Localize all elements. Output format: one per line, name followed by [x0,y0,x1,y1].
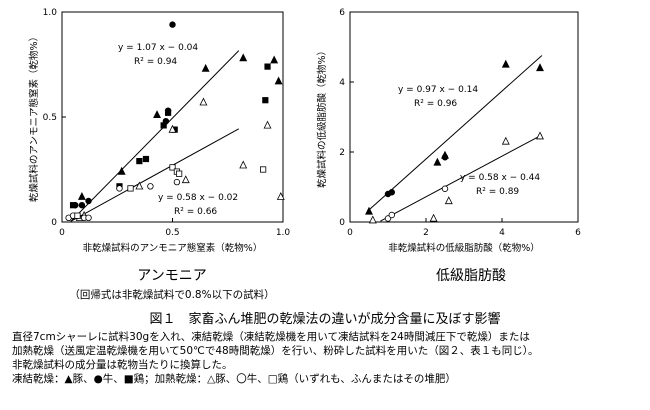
data-point-triangle [429,213,438,222]
regression-equation: y = 0.58 x − 0.02 [158,193,238,203]
data-point-circle [169,21,176,28]
data-point-circle [85,214,92,221]
data-point-circle [388,189,395,196]
data-point-triangle [501,136,510,145]
y-tick-label: 0.5 [43,113,57,123]
figure-notes: 直径7cmシャーレに試料30gを入れ、凍結乾燥（凍結乾燥機を用いて凍結試料を24… [12,330,642,386]
regression-line [70,50,240,222]
data-point-triangle [135,181,144,190]
data-point-triangle [239,53,248,62]
x-tick-label: 0 [59,228,65,238]
regression-equation: y = 1.07 x − 0.04 [118,43,198,53]
data-point-circle [78,201,86,209]
data-point-circle [85,197,92,205]
data-point-square [169,164,176,171]
note-line: 加熱乾燥（送風定温乾燥機を用いて50℃で48時間乾燥）を行い、粉砕した試料を用い… [12,345,539,357]
data-point-square [176,170,183,177]
data-point-triangle [77,192,86,200]
y-tick-label: 2 [339,148,345,158]
data-point-triangle [501,59,510,68]
r-squared-label: R² = 0.66 [174,207,217,217]
fatty-acid-caption: 低級脂肪酸 [436,268,506,284]
data-point-square [74,212,81,219]
x-tick-label: 0.5 [165,228,179,238]
data-point-circle [388,211,395,219]
data-point-circle [116,185,123,192]
note-line: 非乾燥試料の成分量は乾物当たりに換算した。 [12,359,233,371]
figure-title: 図１ 家畜ふん堆肥の乾燥法の違いが成分含量に及ぼす影響 [149,311,500,327]
data-point-triangle [239,160,248,169]
data-point-square [264,63,271,70]
y-tick-label: 4 [339,78,345,88]
figure-canvas: 0 0.5 1.0 0 0.5 1.0 非乾燥試料のアンモニア態窒素（乾物%） 乾燥試料のアン… [28,8,581,327]
data-point-triangle [199,97,208,106]
regression-equation: y = 0.58 x − 0.44 [460,173,540,183]
note-line: 凍結乾燥：▲豚、●牛、■鶏；加熱乾燥：△豚、〇牛、□鶏（いずれも、ふんまたはその… [12,373,456,385]
data-point-triangle [365,206,373,215]
data-point-triangle [270,55,279,64]
data-point-square [160,122,167,129]
x-tick-label: 1.0 [276,228,291,238]
r-squared-label: R² = 0.96 [414,99,457,109]
data-point-square [260,166,267,173]
data-point-square [69,202,77,209]
x-tick-label: 2 [423,228,429,238]
y-tick-label: 0 [51,218,57,228]
data-point-circle [441,154,449,161]
r-squared-label: R² = 0.89 [476,187,519,197]
ammonia-chart: 0 0.5 1.0 0 0.5 1.0 非乾燥試料のアンモニア態窒素（乾物%） 乾燥試料のアン… [28,8,290,254]
y-axis-label: 乾燥試料のアンモニア態窒素（乾物%） [28,32,40,202]
data-point-triangle [433,157,442,166]
data-point-triangle [153,110,161,118]
y-axis-label: 乾燥試料の低級脂肪酸（乾物%） [316,46,328,188]
data-point-square [136,157,143,165]
x-tick-label: 6 [575,228,581,238]
regression-equation: y = 0.97 x − 0.14 [398,85,478,95]
regression-line [380,134,543,222]
data-point-square [164,109,172,116]
regression-line [70,128,240,222]
data-point-triangle [181,175,190,184]
x-axis-label: 非乾燥試料のアンモニア態窒素（乾物%） [83,242,263,254]
data-point-triangle [263,120,272,129]
x-axis-label: 非乾燥試料の低級脂肪酸（乾物%） [388,242,540,254]
data-point-triangle [168,124,177,133]
data-point-square [262,97,269,104]
y-tick-label: 1.0 [43,8,58,18]
data-point-triangle [117,166,126,175]
regression-line [368,55,543,211]
x-tick-label: 0 [347,228,353,238]
data-point-triangle [276,192,285,200]
data-point-circle [441,185,449,192]
data-point-triangle [536,131,544,140]
data-point-triangle [444,196,453,205]
data-point-circle [147,183,154,190]
data-point-triangle [368,215,377,224]
data-point-triangle [201,63,210,72]
r-squared-label: R² = 0.94 [134,57,177,67]
data-point-square [127,185,134,192]
plot-frame [349,11,579,223]
x-tick-label: 4 [499,228,505,238]
ammonia-subcaption: （回帰式は非乾燥試料で0.8%以下の試料） [69,288,274,301]
data-point-square [142,155,150,163]
y-tick-label: 0 [339,218,345,228]
data-point-triangle [536,63,544,72]
y-tick-label: 6 [339,8,345,18]
note-line: 直径7cmシャーレに試料30gを入れ、凍結乾燥（凍結乾燥機を用いて凍結試料を24… [12,331,530,343]
data-point-circle [173,178,181,186]
fatty-acid-chart: 0 2 4 6 0 2 4 6 非乾燥試料の低級脂肪酸（乾物%） 乾燥試料の低級脂肪酸（乾物%） y… [316,8,581,254]
data-point-triangle [274,76,283,85]
ammonia-caption: アンモニア [137,268,206,284]
